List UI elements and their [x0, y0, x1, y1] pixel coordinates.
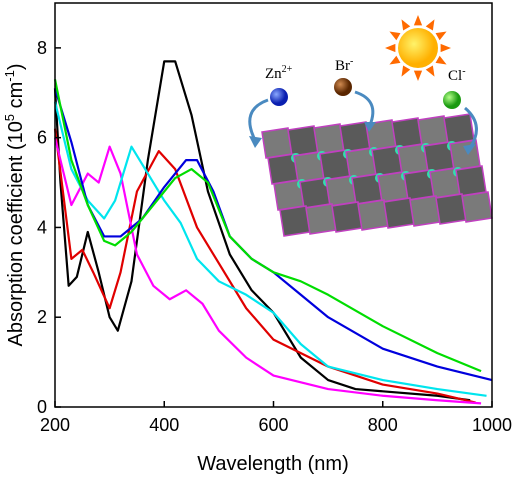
crystal-structure: [261, 113, 493, 237]
x-tick-label: 600: [258, 415, 288, 435]
y-tick-label: 8: [37, 38, 47, 58]
inset-illustration: Zn2+ Br- Cl-: [248, 15, 493, 237]
y-tick-label: 4: [37, 217, 47, 237]
x-axis-label: Wavelength (nm): [197, 453, 349, 475]
data-line: [53, 87, 493, 382]
arrows: [248, 90, 478, 149]
annotation: Zn2+: [265, 64, 293, 82]
y-tick-label: 2: [37, 307, 47, 327]
sun: [385, 15, 451, 81]
cl-ion: [443, 91, 461, 109]
x-tick-label: 400: [149, 415, 179, 435]
y-tick-label: 6: [37, 128, 47, 148]
annotation: Cl-: [448, 66, 466, 84]
x-tick-label: 800: [368, 415, 398, 435]
data-line: [53, 101, 487, 397]
annotation: Br-: [335, 56, 353, 74]
data-line: [53, 60, 471, 402]
zn-ion: [270, 88, 288, 106]
x-tick-label: 200: [40, 415, 70, 435]
y-axis-label: Absorption coefficient (105 cm-1): [2, 63, 27, 346]
data-line: [53, 137, 482, 405]
data-line: [53, 79, 482, 373]
y-tick-label: 0: [37, 397, 47, 417]
br-ion: [334, 78, 352, 96]
x-tick-label: 1000: [472, 415, 512, 435]
